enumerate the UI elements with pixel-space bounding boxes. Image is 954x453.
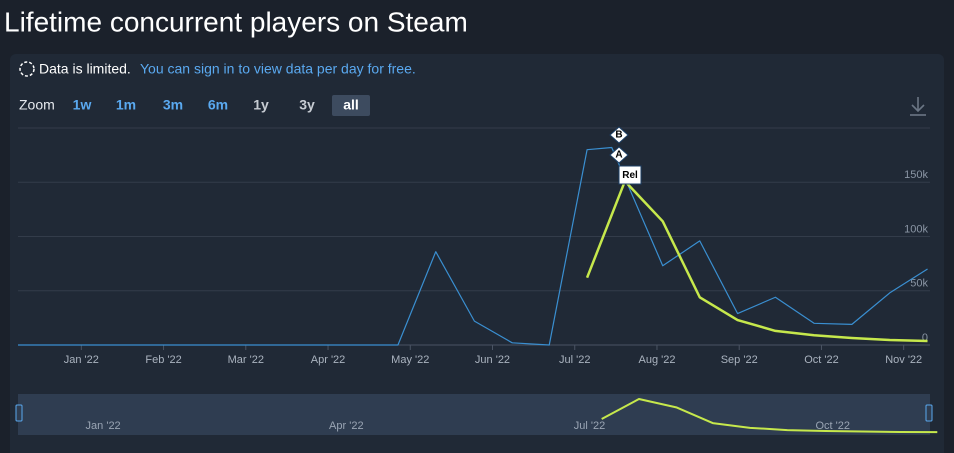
x-tick-label: Jun '22 xyxy=(475,354,510,366)
navigator[interactable] xyxy=(18,394,930,435)
navigator-tick-label: Apr '22 xyxy=(329,420,364,432)
series-line xyxy=(585,179,928,343)
y-tick-label: 50k xyxy=(910,278,928,290)
zoom-button[interactable]: 1y xyxy=(253,97,269,113)
x-tick-label: Sep '22 xyxy=(721,354,758,366)
zoom-selected xyxy=(332,95,370,116)
notice-icon xyxy=(19,61,35,77)
zoom-button[interactable]: all xyxy=(343,97,359,113)
navigator-series: Jan '22 Apr '22 Jul '22 Oct '22 xyxy=(86,398,938,434)
navigator-handle[interactable] xyxy=(15,404,23,422)
x-tick-label: Nov '22 xyxy=(885,354,922,366)
event-flags: B A Rel xyxy=(609,126,642,185)
x-tick-label: Oct '22 xyxy=(804,354,839,366)
zoom-button[interactable]: 1m xyxy=(116,97,136,113)
navigator-line xyxy=(601,398,938,434)
zoom-button[interactable]: 6m xyxy=(208,97,228,113)
x-tick-label: Jul '22 xyxy=(559,354,590,366)
sign-in-link[interactable]: You can sign in to view data per day for… xyxy=(140,61,416,77)
series-line xyxy=(18,146,928,346)
chart-panel xyxy=(10,54,944,453)
navigator-tick-label: Jan '22 xyxy=(86,420,121,432)
download-icon[interactable] xyxy=(910,97,926,116)
x-tick-label: Apr '22 xyxy=(311,354,346,366)
notice-text: Data is limited. xyxy=(39,61,131,77)
navigator-tick-label: Jul '22 xyxy=(574,420,605,432)
flag-label: B xyxy=(615,130,622,141)
x-tick-label: Aug '22 xyxy=(638,354,675,366)
y-tick-label: 150k xyxy=(904,169,928,181)
y-tick-label: 100k xyxy=(904,223,928,235)
x-tick-label: Feb '22 xyxy=(145,354,181,366)
navigator-handle[interactable] xyxy=(925,404,933,422)
plot xyxy=(18,146,928,346)
page-title: Lifetime concurrent players on Steam xyxy=(4,6,468,37)
zoom-button[interactable]: 1w xyxy=(73,97,92,113)
y-tick-label: 0 xyxy=(922,332,928,344)
zoom-button[interactable]: 3y xyxy=(299,97,315,113)
x-tick-label: Mar '22 xyxy=(228,354,264,366)
flag-label: A xyxy=(615,150,622,161)
x-tick-label: May '22 xyxy=(391,354,429,366)
grid: 0 50k 100k 150k Jan '22 Feb '22 Mar '22 Apr '22… xyxy=(18,169,930,366)
x-tick-label: Jan '22 xyxy=(64,354,99,366)
flag-label: Rel xyxy=(622,170,638,181)
navigator-tick-label: Oct '22 xyxy=(815,420,850,432)
zoom-label: Zoom xyxy=(19,97,55,113)
zoom-button[interactable]: 3m xyxy=(163,97,183,113)
